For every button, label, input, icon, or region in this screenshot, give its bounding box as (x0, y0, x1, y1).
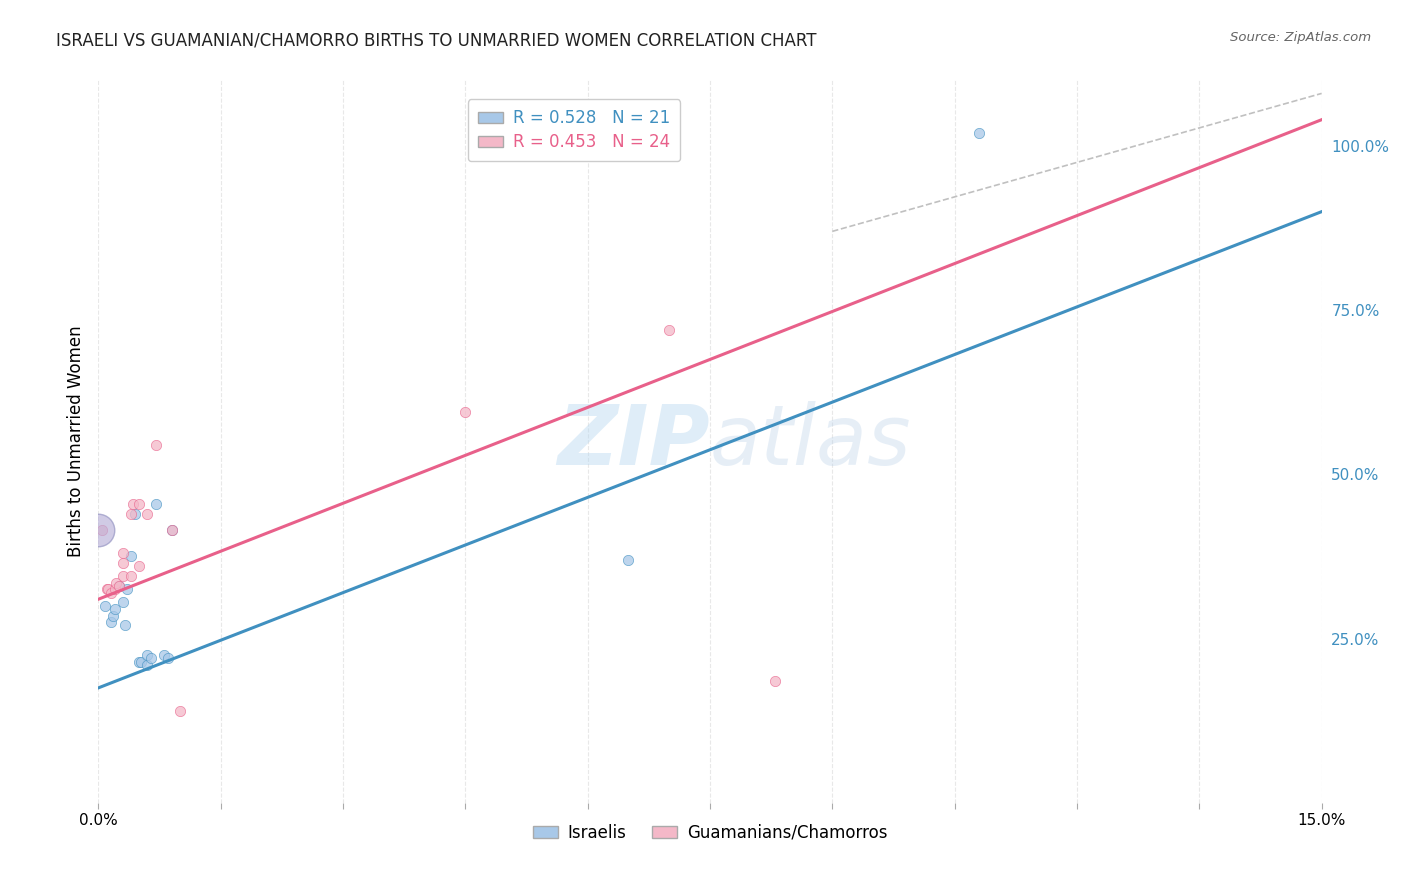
Point (128, 497, 150, 511)
Y-axis label: Births to Unmarried Women: Births to Unmarried Women (66, 326, 84, 558)
Point (136, 657, 159, 672)
Point (141, 651, 163, 665)
Point (108, 579, 131, 593)
Point (617, 553, 640, 567)
Point (129, 655, 152, 669)
Text: ISRAELI VS GUAMANIAN/CHAMORRO BIRTHS TO UNMARRIED WOMEN CORRELATION CHART: ISRAELI VS GUAMANIAN/CHAMORRO BIRTHS TO … (56, 31, 817, 49)
Point (763, 674, 786, 689)
Point (114, 618, 136, 632)
Point (97, 582, 120, 597)
Point (617, 139, 640, 153)
Point (104, 582, 127, 597)
Point (658, 323, 681, 337)
Text: atlas: atlas (710, 401, 911, 482)
Point (111, 569, 134, 583)
Point (128, 655, 150, 669)
Point (120, 507, 142, 521)
Point (160, 523, 183, 537)
Point (145, 497, 167, 511)
Point (100, 585, 122, 599)
Point (967, 126, 990, 140)
Point (111, 595, 134, 609)
Legend: Israelis, Guamanians/Chamorros: Israelis, Guamanians/Chamorros (526, 817, 894, 848)
Point (108, 579, 131, 593)
Point (111, 546, 134, 560)
Point (101, 608, 124, 623)
Point (160, 523, 183, 537)
Point (100, 615, 122, 630)
Point (96, 582, 118, 597)
Text: Source: ZipAtlas.com: Source: ZipAtlas.com (1230, 31, 1371, 45)
Point (128, 559, 150, 574)
Point (91, 523, 114, 537)
Point (104, 602, 127, 616)
Point (94, 599, 117, 613)
Point (124, 507, 146, 521)
Point (120, 569, 142, 583)
Point (136, 507, 159, 521)
Point (152, 648, 174, 662)
Point (145, 438, 167, 452)
Point (454, 405, 477, 419)
Point (115, 582, 138, 597)
Point (121, 497, 143, 511)
Point (512, 139, 534, 153)
Point (111, 556, 134, 570)
Point (136, 648, 159, 662)
Point (120, 549, 142, 564)
Point (169, 704, 191, 718)
Text: ZIP: ZIP (557, 401, 710, 482)
Point (156, 651, 179, 665)
Point (105, 575, 128, 590)
Point (87, 523, 110, 537)
